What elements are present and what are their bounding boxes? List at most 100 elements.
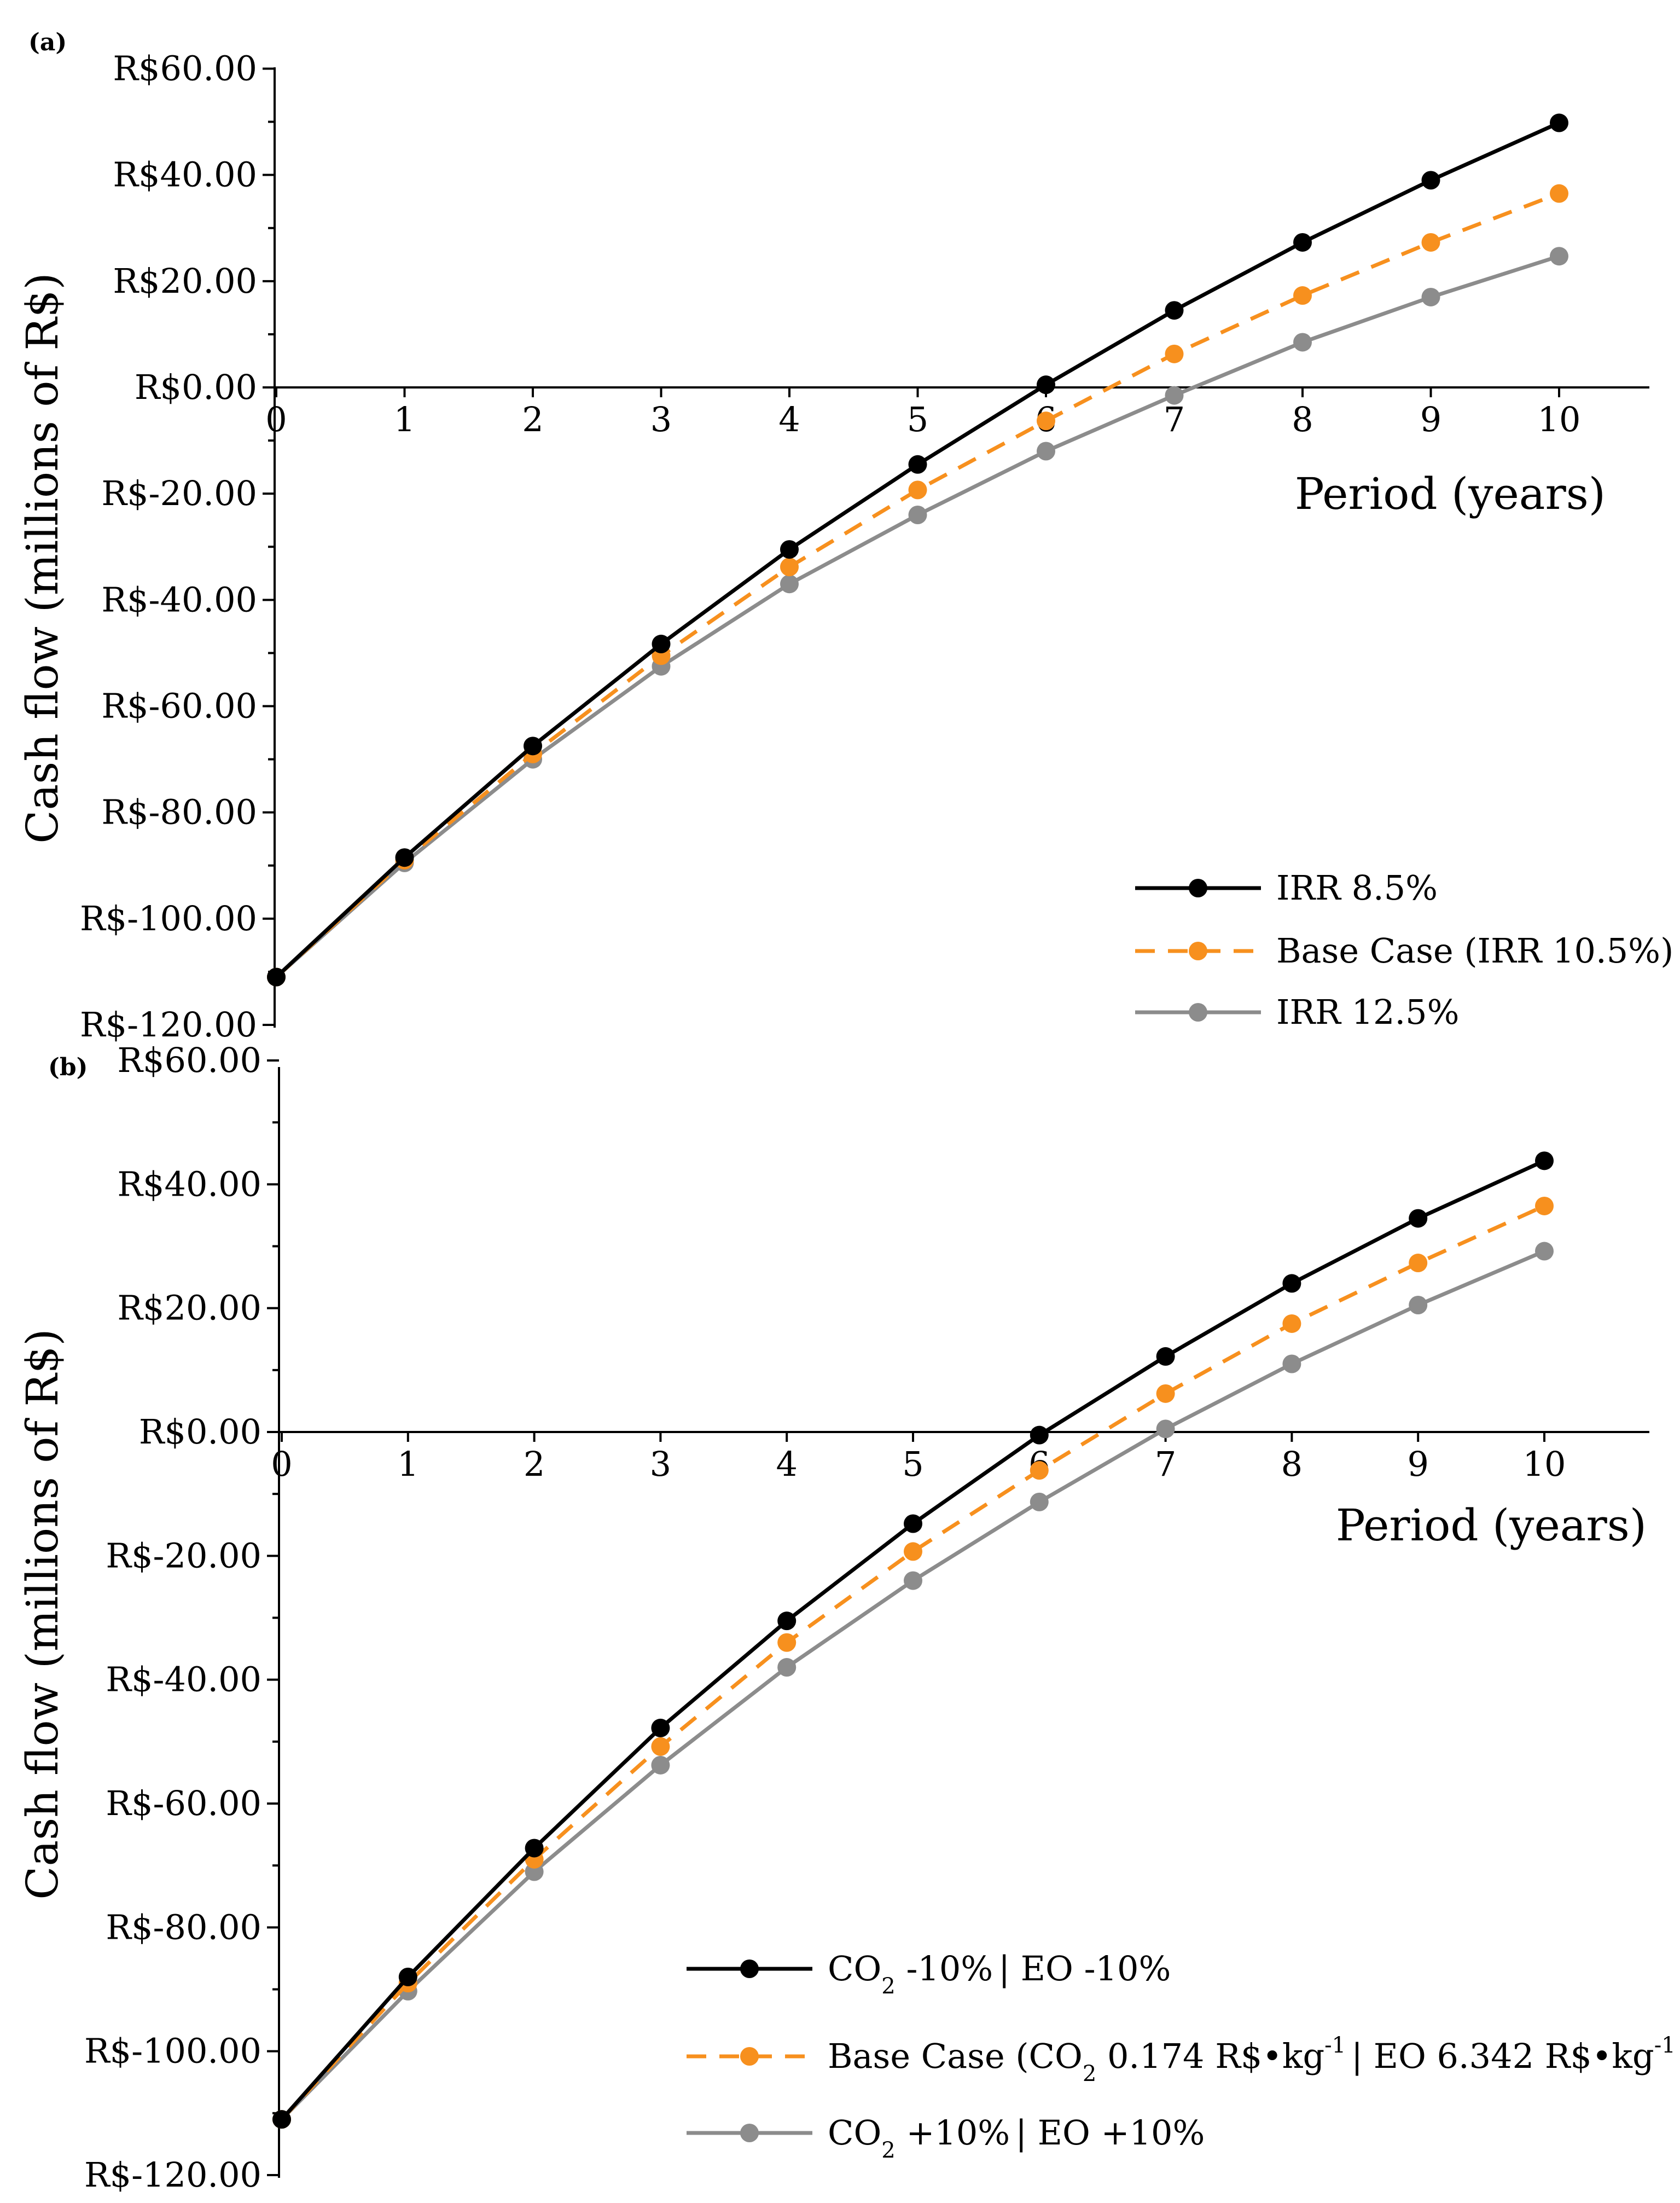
series-0 — [272, 1151, 1554, 2129]
y-tick-label: R$-100.00 — [84, 2031, 261, 2071]
x-tick-label: 7 — [1164, 399, 1185, 439]
legend-item: CO2 +10% | EO +10% — [687, 2113, 1205, 2163]
x-tick-label: 7 — [1155, 1444, 1176, 1484]
legend-label-part: -10% — [896, 1949, 993, 1989]
legend-marker — [1189, 942, 1207, 960]
data-point — [908, 480, 927, 500]
data-point — [1282, 1354, 1301, 1373]
data-point — [1165, 301, 1184, 320]
series-0 — [267, 113, 1568, 987]
data-point — [651, 1755, 670, 1775]
y-tick-label: R$60.00 — [113, 49, 257, 89]
x-tick-label: 0 — [265, 399, 287, 439]
y-tick-label: R$-80.00 — [106, 1907, 261, 1947]
x-tick-label: 9 — [1407, 1444, 1428, 1484]
data-point — [1030, 1492, 1049, 1511]
y-tick-label: R$-60.00 — [106, 1783, 261, 1823]
x-tick-label: 0 — [271, 1444, 292, 1484]
series-2 — [272, 1242, 1554, 2129]
data-point — [1535, 1151, 1554, 1170]
y-tick-label: R$60.00 — [117, 1040, 261, 1080]
x-tick-label: 5 — [907, 399, 928, 439]
legend-label-part: 2 — [881, 1974, 895, 1999]
data-point — [1550, 184, 1568, 203]
data-point — [1293, 233, 1312, 252]
data-point — [1030, 1425, 1049, 1445]
data-point — [652, 634, 671, 653]
y-tick-label: R$-20.00 — [101, 473, 257, 513]
data-point — [780, 540, 799, 559]
x-tick-label: 4 — [776, 1444, 797, 1484]
series-line — [275, 121, 1560, 979]
legend-item: IRR 12.5% — [1135, 992, 1460, 1032]
data-point — [398, 1967, 417, 1986]
legend-label-part: -1 — [1324, 2033, 1346, 2058]
x-tick-label: 10 — [1523, 1444, 1566, 1484]
data-point — [1156, 1347, 1175, 1366]
data-point — [1421, 287, 1440, 306]
data-point — [904, 1542, 922, 1561]
data-point — [267, 967, 286, 987]
series-line — [280, 1249, 1545, 2121]
legend-marker — [740, 1959, 759, 1978]
data-point — [1156, 1384, 1175, 1403]
legend-label-part: Base Case (IRR 10.5%) — [1276, 931, 1673, 971]
data-point — [524, 737, 542, 756]
legend-label: Base Case (IRR 10.5%) — [1276, 931, 1673, 971]
data-point — [272, 2110, 291, 2129]
data-point — [1409, 1254, 1428, 1273]
panel-b: (b) R$60.00 R$40.00 R$20.00 R$0.00 R$-20.00 R$… — [17, 1040, 1676, 2195]
data-point — [1535, 1242, 1554, 1261]
legend-label-part: 2 — [1083, 2061, 1096, 2086]
legend-label-part: +10% — [896, 2113, 1010, 2153]
legend: IRR 8.5% Base Case (IRR 10.5%) IRR 12.5% — [1135, 868, 1673, 1032]
data-point — [1293, 333, 1312, 352]
y-tick-label: R$40.00 — [113, 155, 257, 195]
series-line — [280, 1204, 1545, 2121]
data-point — [1409, 1209, 1428, 1228]
data-point — [1282, 1274, 1301, 1293]
legend-label: IRR 12.5% — [1276, 992, 1460, 1032]
data-point — [1550, 113, 1568, 132]
data-point — [1037, 411, 1055, 431]
data-point — [777, 1658, 797, 1677]
y-tick-label: R$-20.00 — [106, 1535, 261, 1575]
data-point — [525, 1839, 544, 1858]
y-tick-label: R$-80.00 — [101, 792, 257, 832]
data-point — [1165, 386, 1184, 405]
data-point — [395, 848, 414, 867]
legend-item: Base Case (IRR 10.5%) — [1135, 931, 1673, 971]
data-point — [651, 1718, 670, 1737]
x-tick-label: 8 — [1292, 399, 1313, 439]
legend-item: Base Case (CO2 0.174 R$•kg-1 | EO 6.342 R… — [687, 2033, 1676, 2086]
data-point — [908, 506, 927, 524]
x-tick-label: 10 — [1538, 399, 1581, 439]
x-tick-label: 5 — [902, 1444, 923, 1484]
legend-marker — [740, 2124, 759, 2142]
data-point — [780, 558, 799, 577]
y-axis-title: Cash flow (millions of R$) — [17, 1329, 68, 1899]
data-point — [777, 1633, 797, 1652]
data-point — [1421, 171, 1440, 190]
y-axis-title: Cash flow (millions of R$) — [17, 273, 68, 843]
legend-label-part: EO +10% — [1027, 2113, 1205, 2153]
legend-marker — [1189, 1003, 1207, 1022]
legend-label-part: CO — [828, 1949, 881, 1989]
x-tick-label: 4 — [778, 399, 800, 439]
y-tick-label: R$-60.00 — [101, 686, 257, 726]
data-point — [1293, 286, 1312, 305]
data-point — [1535, 1196, 1554, 1215]
series-1 — [267, 184, 1568, 987]
data-point — [1550, 247, 1568, 266]
legend-label-part: | — [998, 1949, 1010, 1989]
series-line — [275, 192, 1560, 979]
panel-label: (a) — [28, 28, 67, 56]
y-tick-label: R$20.00 — [113, 261, 257, 301]
x-tick-label: 1 — [394, 399, 415, 439]
y-tick-label: R$-40.00 — [106, 1660, 261, 1700]
data-point — [1156, 1419, 1175, 1439]
legend-label: Base Case (CO2 0.174 R$•kg-1 | EO 6.342 R… — [828, 2033, 1676, 2086]
data-point — [1165, 344, 1184, 363]
legend-label: CO2 +10% | EO +10% — [828, 2113, 1205, 2163]
